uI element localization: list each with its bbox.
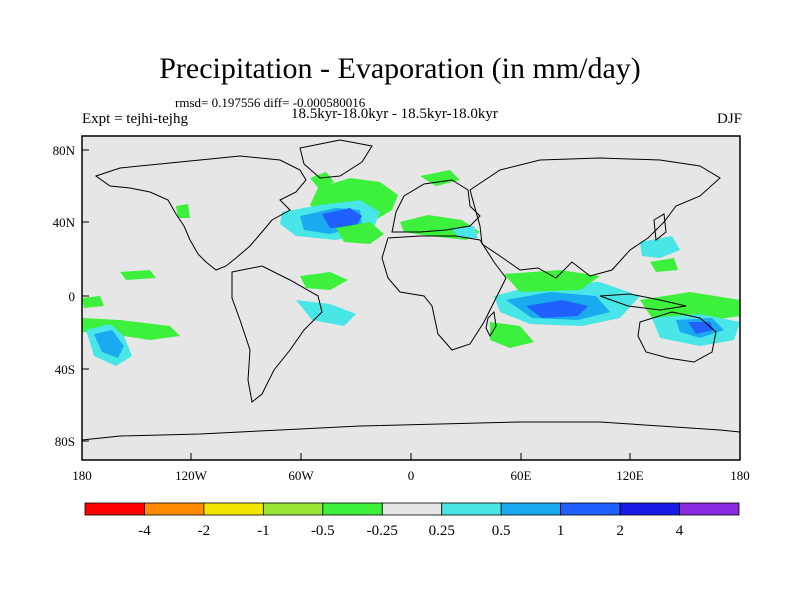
season-label: DJF [716,111,742,127]
colorbar-swatch [203,502,264,516]
contour-patch [176,204,190,218]
coast-antarctica [81,421,741,441]
lat-label: 40S [55,362,75,377]
colorbar-label: -1 [257,523,270,539]
contour-patch [504,270,600,292]
lon-label: 180 [730,468,750,483]
lat-label: 80N [53,143,76,158]
contour-patch [640,236,680,258]
lon-label: 0 [408,468,415,483]
colorbar-label: -0.5 [311,523,335,539]
colorbar-swatch [84,502,145,516]
contour-patch [300,272,348,290]
colorbar-swatch [619,502,680,516]
colorbar-label: 2 [616,523,624,539]
contour-patch [120,270,156,280]
colorbar-label: -0.25 [367,523,398,539]
colorbar-swatch [262,502,324,516]
coastlines [81,139,741,441]
colorbar-swatch [381,502,443,516]
lat-label: 0 [69,289,76,304]
contour-patch [310,172,334,190]
contour-patch [336,222,384,244]
anomaly-contours [82,170,740,366]
colorbar-swatch [500,502,562,516]
contour-patch [82,296,104,308]
colorbar-swatch [679,502,740,516]
coast-australia [637,311,717,363]
contour-patch [82,318,180,340]
colorbar-label: 0.25 [429,523,455,539]
lat-label: 80S [55,434,75,449]
colorbar-label: 4 [676,523,684,539]
coast-indonesia [599,293,687,311]
contour-patch [296,300,356,326]
contour-patch [322,208,362,228]
coast-south-america [231,265,323,403]
colorbar-swatch [560,502,621,516]
colorbar-label: -2 [198,523,211,539]
contour-patch [94,330,124,358]
contour-patch [420,170,460,186]
colorbar-label: 0.5 [492,523,511,539]
contour-patch [490,322,534,348]
colorbar-swatch [322,502,383,516]
colorbar: -4 -2 -1 -0.5 -0.25 0.25 0.5 1 2 4 [84,502,740,539]
map-background [82,136,740,460]
lat-label: 40N [53,215,76,230]
lon-label: 60W [288,468,314,483]
coast-greenland [299,139,373,179]
stats-text: rmsd= 0.197556 diff= -0.000580016 [175,95,366,110]
lon-label: 120E [616,468,644,483]
coast-north-america [94,155,307,271]
map-title: Precipitation - Evaporation (in mm/day) [159,52,641,85]
experiment-label: Expt = tejhi-tejhg [82,111,188,127]
latitude-axis: 80N 40N 0 40S 80S [53,143,89,449]
contour-patch [452,226,478,238]
coast-europe [391,179,481,233]
colorbar-label: -4 [138,523,151,539]
longitude-axis: 180 120W 60W 0 60E 120E 180 [72,453,750,483]
coast-japan [653,213,667,241]
colorbar-swatch [144,502,205,516]
coast-madagascar [485,310,497,338]
lon-label: 180 [72,468,92,483]
colorbar-label: 1 [557,523,565,539]
period-label: 18.5kyr-18.0kyr - 18.5kyr-18.0kyr [291,106,498,122]
colorbar-swatch [441,502,502,516]
lon-label: 60E [511,468,532,483]
contour-patch [650,258,678,272]
contour-patch [526,300,588,318]
lon-label: 120W [175,468,208,483]
coast-asia [469,157,721,279]
coast-africa [381,235,507,351]
